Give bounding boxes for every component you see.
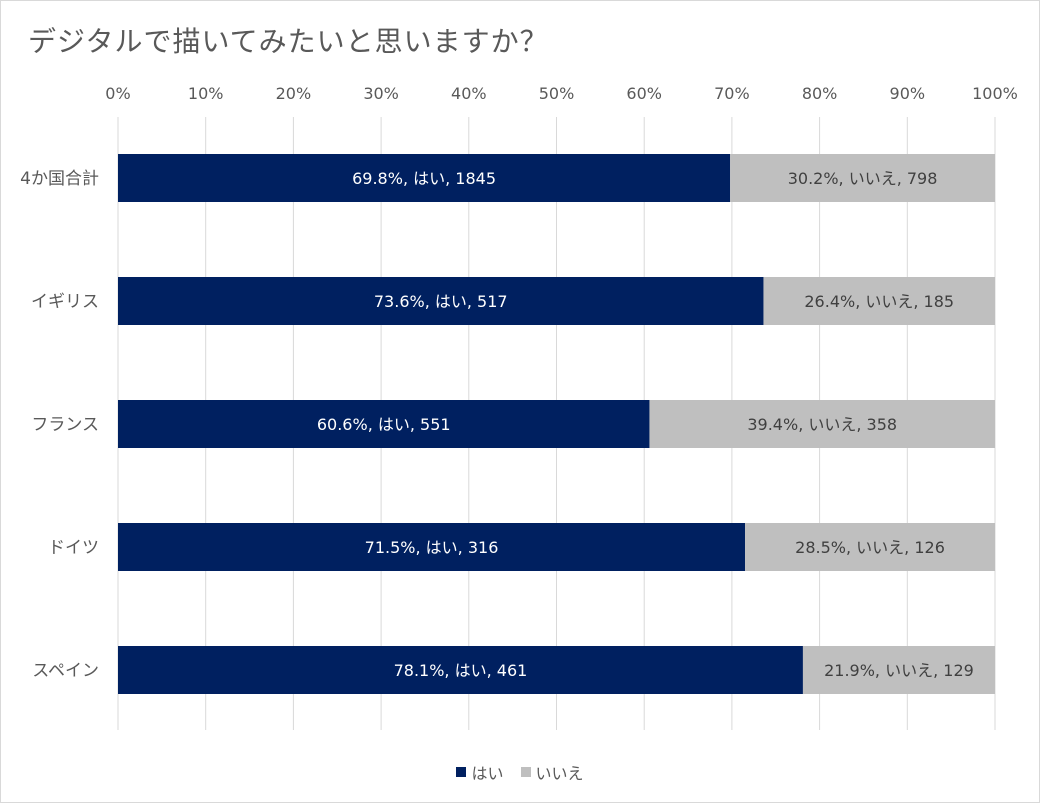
x-tick-label: 10% bbox=[188, 84, 224, 103]
legend-item-no[interactable]: いいえ bbox=[520, 760, 584, 784]
data-label-no: 26.4%, いいえ, 185 bbox=[804, 292, 954, 311]
bar-no[interactable] bbox=[649, 400, 995, 448]
x-tick-label: 20% bbox=[276, 84, 312, 103]
x-tick-label: 0% bbox=[105, 84, 130, 103]
bar-no[interactable] bbox=[745, 523, 995, 571]
legend: はい いいえ bbox=[0, 760, 1040, 784]
data-label-yes: 69.8%, はい, 1845 bbox=[352, 169, 496, 188]
bar-yes[interactable] bbox=[118, 523, 746, 571]
category-label: スペイン bbox=[32, 661, 99, 681]
legend-swatch-yes bbox=[456, 767, 467, 777]
legend-label-yes: はい bbox=[471, 764, 504, 783]
category-label: 4か国合計 bbox=[20, 169, 99, 189]
chart-title: デジタルで描いてみたいと思いますか？ bbox=[28, 25, 549, 58]
bar-yes[interactable] bbox=[118, 154, 731, 202]
x-tick-label: 40% bbox=[451, 84, 487, 103]
legend-swatch-no bbox=[520, 767, 531, 777]
x-tick-label: 100% bbox=[972, 84, 1018, 103]
x-tick-label: 90% bbox=[890, 84, 926, 103]
x-tick-label: 30% bbox=[363, 84, 399, 103]
x-tick-label: 80% bbox=[802, 84, 838, 103]
category-label: フランス bbox=[31, 415, 99, 435]
category-label: イギリス bbox=[31, 292, 99, 312]
data-label-no: 39.4%, いいえ, 358 bbox=[747, 415, 897, 434]
bar-yes[interactable] bbox=[118, 277, 764, 325]
legend-item-yes[interactable]: はい bbox=[456, 760, 503, 784]
data-label-yes: 60.6%, はい, 551 bbox=[317, 415, 451, 434]
x-tick-label: 70% bbox=[714, 84, 750, 103]
data-label-no: 28.5%, いいえ, 126 bbox=[795, 538, 945, 557]
data-label-no: 30.2%, いいえ, 798 bbox=[788, 169, 938, 188]
bar-no[interactable] bbox=[730, 154, 995, 202]
data-label-no: 21.9%, いいえ, 129 bbox=[824, 661, 974, 680]
x-tick-label: 50% bbox=[539, 84, 575, 103]
bar-yes[interactable] bbox=[118, 400, 650, 448]
x-tick-label: 60% bbox=[626, 84, 662, 103]
legend-label-no: いいえ bbox=[535, 764, 584, 783]
bar-no[interactable] bbox=[802, 646, 995, 694]
data-label-yes: 73.6%, はい, 517 bbox=[374, 292, 508, 311]
bar-no[interactable] bbox=[763, 277, 995, 325]
bar-yes[interactable] bbox=[118, 646, 803, 694]
category-label: ドイツ bbox=[48, 538, 99, 558]
data-label-yes: 71.5%, はい, 316 bbox=[365, 538, 499, 557]
data-label-yes: 78.1%, はい, 461 bbox=[394, 661, 528, 680]
